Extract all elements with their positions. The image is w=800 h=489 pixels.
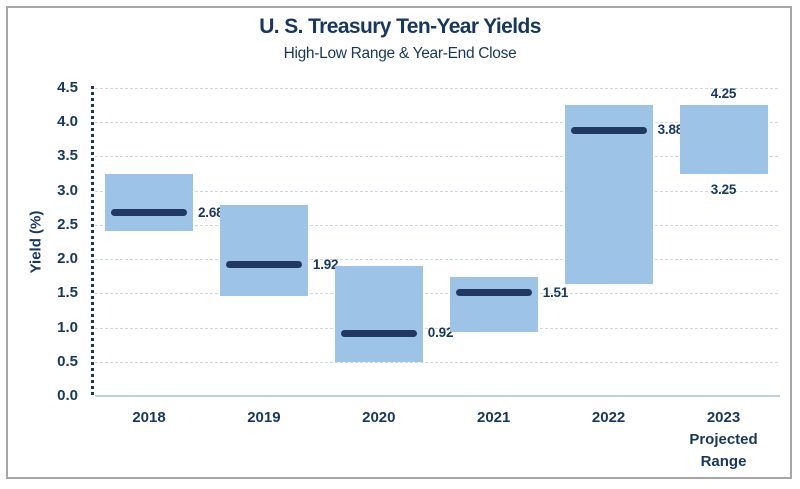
range-bar-2020 <box>334 265 423 362</box>
high-label-2023: 4.25 <box>710 86 737 102</box>
range-bar-2021 <box>449 276 538 333</box>
gridline-3.5 <box>95 156 780 158</box>
close-label-2019: 1.92 <box>312 256 339 272</box>
x-axis-label-line: Range <box>700 453 747 470</box>
x-axis-label-2019: 2019 <box>207 407 321 429</box>
close-label-2018: 2.68 <box>198 204 224 220</box>
y-tick-label-1.0: 1.0 <box>57 318 78 336</box>
y-tick-label-3.5: 3.5 <box>57 147 78 165</box>
close-marker-2020 <box>340 329 417 337</box>
x-axis-label-2021: 2021 <box>437 407 551 429</box>
y-tick-label-3.0: 3.0 <box>57 181 78 199</box>
gridline-3.0 <box>95 190 780 192</box>
x-axis-label-line: Projected <box>689 431 758 448</box>
close-marker-2022 <box>570 126 647 134</box>
x-axis-label-line: 2022 <box>591 409 626 426</box>
x-axis-label-line: 2019 <box>247 409 281 426</box>
gridline-2.0 <box>95 259 780 261</box>
chart-frame <box>6 6 792 479</box>
y-tick-label-4.5: 4.5 <box>57 79 78 96</box>
gridline-1.5 <box>95 293 780 295</box>
y-tick-label-2.0: 2.0 <box>57 250 78 268</box>
x-axis-label-2023: 2023 Projected Range <box>667 407 781 473</box>
baseline-gridline <box>95 395 780 397</box>
x-axis-label-line: 2018 <box>132 409 166 426</box>
range-bar-2023 <box>679 105 768 174</box>
chart-subtitle: High-Low Range & Year-End Close <box>283 45 517 62</box>
close-marker-2019 <box>225 261 302 269</box>
close-label-2020: 0.92 <box>427 325 454 341</box>
x-axis-label-line: 2021 <box>477 409 511 426</box>
x-axis-label-line: 2020 <box>362 409 396 426</box>
x-axis-label-2022: 2022 <box>552 407 666 429</box>
x-axis-label-2018: 2018 <box>92 407 206 429</box>
close-marker-2018 <box>111 209 187 217</box>
gridline-2.5 <box>95 224 780 226</box>
y-tick-label-1.5: 1.5 <box>57 284 78 302</box>
close-marker-2021 <box>455 289 532 297</box>
x-axis-label-2020: 2020 <box>322 407 436 429</box>
gridline-4.0 <box>95 122 780 124</box>
gridline-1.0 <box>95 327 780 329</box>
gridline-0.5 <box>95 361 780 363</box>
range-bar-2018 <box>105 174 193 232</box>
y-tick-label-2.5: 2.5 <box>57 215 78 233</box>
y-axis-line <box>91 86 94 398</box>
close-label-2022: 3.88 <box>657 122 684 138</box>
range-bar-2022 <box>564 105 653 285</box>
low-label-2023: 3.25 <box>710 181 737 197</box>
y-tick-label-0.0: 0.0 <box>57 387 78 404</box>
gridline-4.5 <box>95 88 780 89</box>
range-bar-2019 <box>219 205 308 297</box>
x-axis-label-line: 2023 <box>706 409 741 426</box>
close-label-2021: 1.51 <box>542 284 569 300</box>
y-tick-label-4.0: 4.0 <box>57 113 78 131</box>
chart-title: U. S. Treasury Ten-Year Yields <box>259 15 541 38</box>
y-tick-label-0.5: 0.5 <box>57 352 78 370</box>
